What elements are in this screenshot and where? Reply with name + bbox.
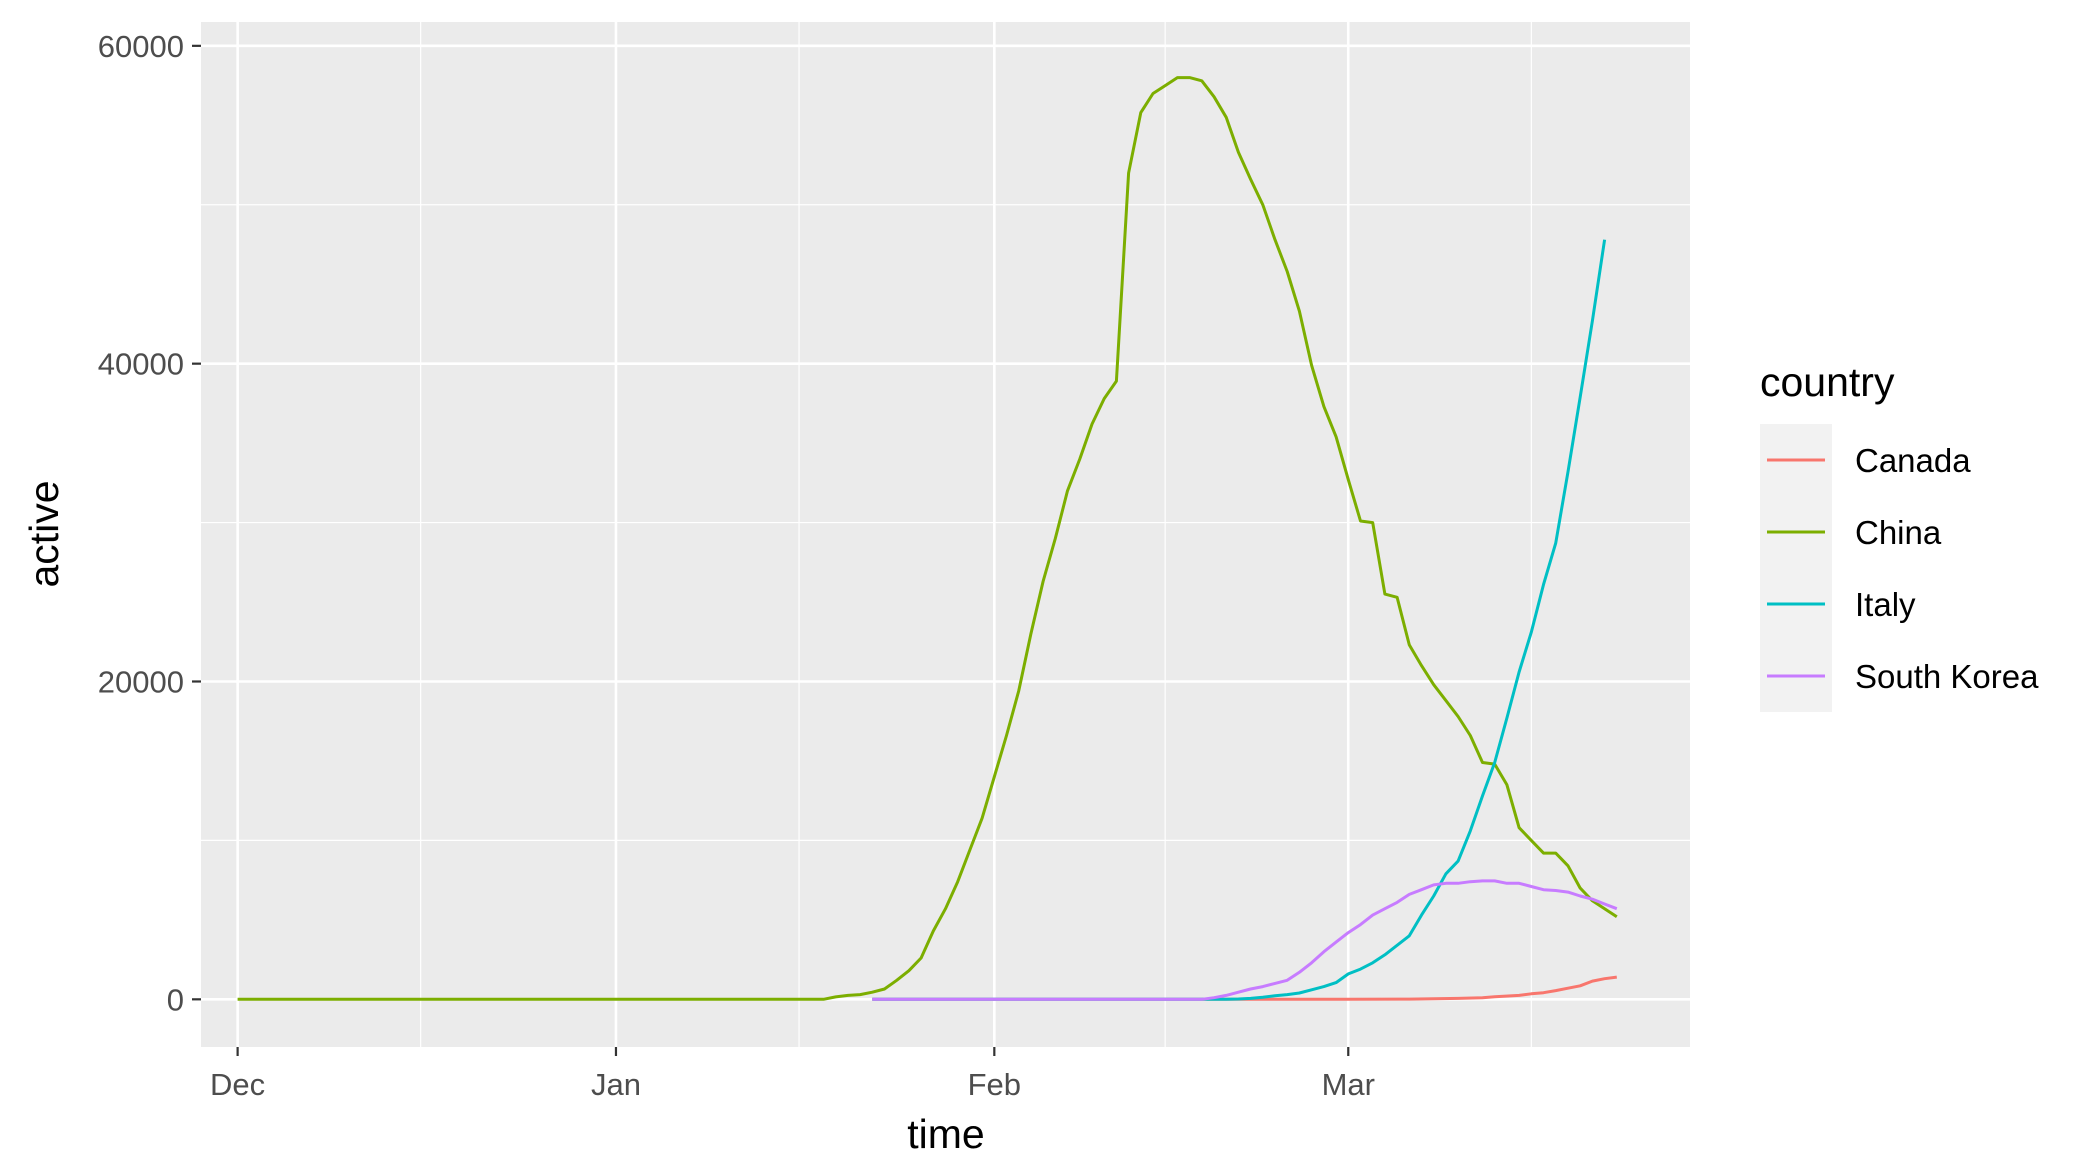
x-axis: Dec Jan Feb Mar	[210, 1047, 1375, 1102]
series-line-italy	[872, 239, 1607, 1001]
y-tick-label: 60000	[98, 29, 184, 64]
legend-title: country	[1760, 359, 1895, 405]
x-axis-title: time	[907, 1111, 984, 1157]
plot-panel	[201, 22, 1690, 1047]
x-tick-label: Feb	[968, 1067, 1021, 1102]
y-tick-label: 40000	[98, 347, 184, 382]
x-tick-label: Dec	[210, 1067, 265, 1102]
legend-label: South Korea	[1855, 658, 2039, 695]
y-axis-title: active	[21, 480, 67, 587]
legend-label: China	[1855, 514, 1942, 551]
series-line-south-korea	[872, 879, 1618, 1001]
series-lines	[237, 76, 1618, 1001]
series-line-china	[237, 76, 1618, 1001]
y-tick-label: 20000	[98, 664, 184, 699]
x-tick-label: Jan	[591, 1067, 641, 1102]
legend-items: Canada China Italy South Korea	[1760, 424, 2039, 712]
grid-major-lines	[201, 22, 1690, 1047]
y-axis: 0 20000 40000 60000	[98, 29, 201, 1017]
grid-minor-lines	[201, 22, 1690, 1047]
legend: country Canada China Italy South Korea	[1760, 359, 2039, 712]
legend-label: Canada	[1855, 442, 1971, 479]
x-tick-label: Mar	[1322, 1067, 1375, 1102]
legend-label: Italy	[1855, 586, 1916, 623]
y-tick-label: 0	[167, 982, 184, 1017]
